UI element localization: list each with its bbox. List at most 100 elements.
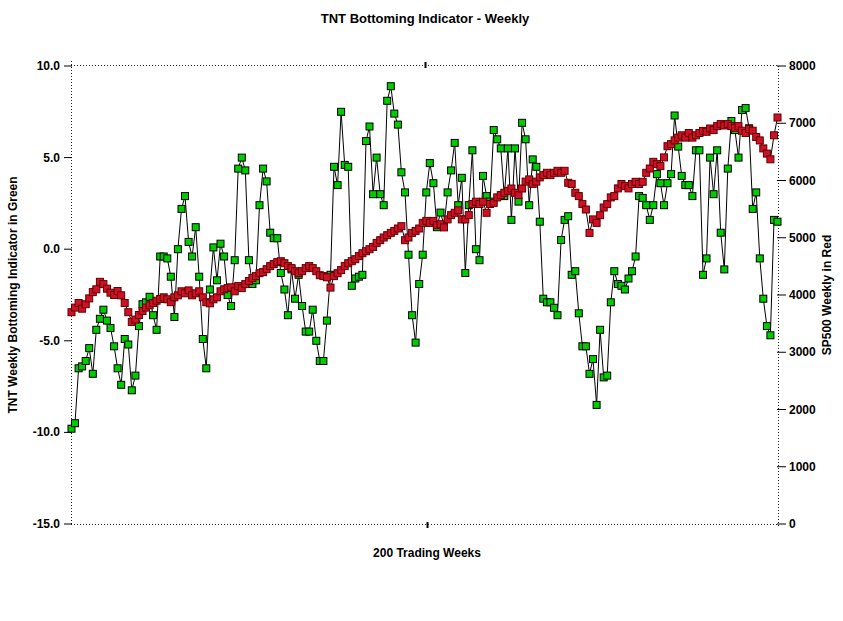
- tnt-indicator-marker: [320, 358, 327, 365]
- tnt-indicator-marker: [480, 172, 487, 179]
- tnt-indicator-marker: [391, 110, 398, 117]
- tnt-indicator-marker: [508, 216, 515, 223]
- tnt-indicator-marker: [309, 306, 316, 313]
- sp500-marker: [771, 132, 778, 139]
- tnt-indicator-marker: [153, 326, 160, 333]
- left-tick-label: -5.0: [39, 334, 60, 348]
- tnt-indicator-marker: [760, 295, 767, 302]
- chart-window: TNT Bottoming Indicator - Weekly 200 Tra…: [0, 0, 843, 621]
- left-axis-title: TNT Weekly Bottoming Indicator in Green: [6, 176, 20, 413]
- tnt-indicator-marker: [72, 420, 79, 427]
- tnt-indicator-marker: [284, 312, 291, 319]
- tnt-indicator-marker: [646, 216, 653, 223]
- tnt-indicator-marker: [515, 198, 522, 205]
- tnt-indicator-marker: [334, 182, 341, 189]
- tnt-indicator-marker: [696, 147, 703, 154]
- tnt-indicator-marker: [444, 189, 451, 196]
- tnt-indicator-marker: [575, 310, 582, 317]
- tnt-indicator-marker: [409, 312, 416, 319]
- tnt-indicator-marker: [370, 191, 377, 198]
- tnt-indicator-marker: [412, 339, 419, 346]
- tnt-indicator-marker: [86, 345, 93, 352]
- tnt-indicator-marker: [437, 209, 444, 216]
- sp500-marker: [515, 192, 522, 199]
- tnt-indicator-marker: [597, 326, 604, 333]
- tnt-indicator-marker: [643, 202, 650, 209]
- left-tick-label: -15.0: [33, 517, 61, 531]
- tnt-indicator-marker: [323, 317, 330, 324]
- tnt-indicator-marker: [96, 315, 103, 322]
- tnt-indicator-marker: [174, 246, 181, 253]
- tnt-indicator-marker: [221, 253, 228, 260]
- tnt-indicator-marker: [529, 156, 536, 163]
- tnt-indicator-marker: [593, 401, 600, 408]
- tnt-indicator-marker: [242, 167, 249, 174]
- tnt-indicator-marker: [89, 370, 96, 377]
- tnt-indicator-marker: [384, 97, 391, 104]
- tnt-indicator-marker: [551, 304, 558, 311]
- tnt-indicator-marker: [742, 105, 749, 112]
- tnt-indicator-marker: [214, 277, 221, 284]
- tnt-indicator-marker: [426, 160, 433, 167]
- right-tick-label: 5000: [789, 231, 816, 245]
- right-tick-label: 2000: [789, 403, 816, 417]
- tnt-indicator-marker: [281, 286, 288, 293]
- sp500-marker: [323, 274, 330, 281]
- sp500-marker: [568, 180, 575, 187]
- tnt-indicator-marker: [512, 145, 519, 152]
- sp500-marker: [121, 300, 128, 307]
- tnt-indicator-marker: [104, 317, 111, 324]
- tnt-indicator-marker: [632, 253, 639, 260]
- tnt-indicator-marker: [128, 387, 135, 394]
- right-tick-label: 1000: [789, 460, 816, 474]
- tnt-indicator-marker: [263, 178, 270, 185]
- tnt-indicator-marker: [714, 147, 721, 154]
- tnt-indicator-marker: [182, 193, 189, 200]
- tnt-indicator-marker: [590, 356, 597, 363]
- sp500-marker: [657, 163, 664, 170]
- tnt-indicator-marker: [363, 138, 370, 145]
- tnt-indicator-marker: [476, 257, 483, 264]
- tnt-indicator-marker: [565, 213, 572, 220]
- tnt-indicator-marker: [774, 218, 781, 225]
- tnt-indicator-marker: [402, 189, 409, 196]
- sp500-marker: [575, 193, 582, 200]
- tnt-indicator-marker: [231, 257, 238, 264]
- sp500-marker: [441, 224, 448, 231]
- tnt-indicator-marker: [260, 165, 267, 172]
- tnt-indicator-marker: [274, 235, 281, 242]
- tnt-indicator-marker: [189, 253, 196, 260]
- sp500-marker: [756, 137, 763, 144]
- tnt-indicator-marker: [405, 251, 412, 258]
- sp500-marker: [586, 229, 593, 236]
- tnt-indicator-marker: [724, 165, 731, 172]
- tnt-indicator-marker: [171, 314, 178, 321]
- sp500-marker: [483, 209, 490, 216]
- tnt-indicator-marker: [132, 372, 139, 379]
- right-tick-label: 8000: [789, 59, 816, 73]
- tnt-indicator-marker: [533, 163, 540, 170]
- tnt-indicator-marker: [536, 218, 543, 225]
- tnt-indicator-marker: [717, 229, 724, 236]
- tnt-indicator-marker: [331, 163, 338, 170]
- tnt-indicator-marker: [497, 145, 504, 152]
- tnt-indicator-marker: [203, 365, 210, 372]
- sp500-marker: [593, 219, 600, 226]
- sp500-marker: [604, 201, 611, 208]
- sp500-marker: [561, 167, 568, 174]
- tnt-indicator-marker: [150, 312, 157, 319]
- tnt-indicator-marker: [607, 299, 614, 306]
- sp500-marker: [646, 165, 653, 172]
- sp500-marker: [455, 207, 462, 214]
- tnt-indicator-marker: [735, 154, 742, 161]
- tnt-indicator-marker: [419, 251, 426, 258]
- sp500-marker: [611, 193, 618, 200]
- tnt-indicator-marker: [348, 282, 355, 289]
- sp500-marker: [767, 156, 774, 163]
- left-tick-label: 0.0: [43, 242, 60, 256]
- tnt-indicator-marker: [178, 205, 185, 212]
- tnt-indicator-marker: [586, 370, 593, 377]
- tnt-indicator-marker: [125, 341, 132, 348]
- tnt-indicator-marker: [366, 123, 373, 130]
- tnt-indicator-marker: [377, 191, 384, 198]
